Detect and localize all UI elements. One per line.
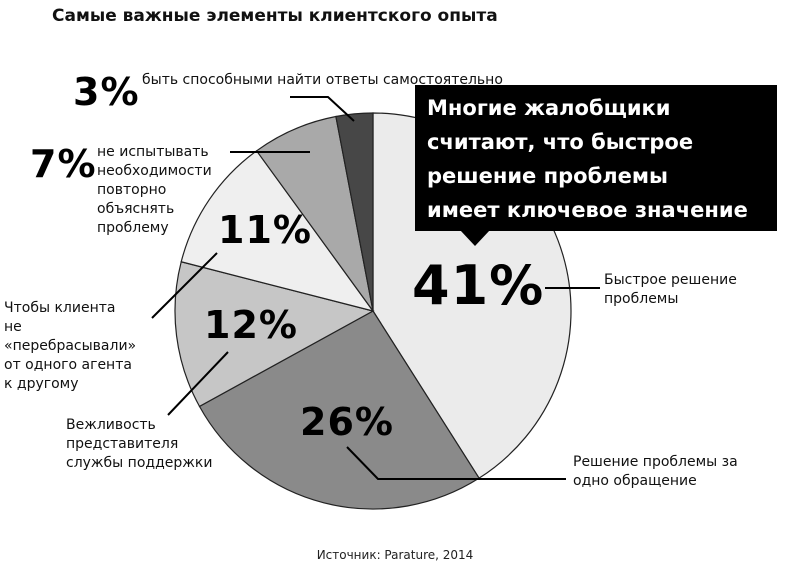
chart-title: Самые важные элементы клиентского опыта xyxy=(52,6,498,26)
source-note: Источник: Parature, 2014 xyxy=(316,548,474,562)
slice-label-26: Решение проблемы за одно обращение xyxy=(573,454,738,489)
leader-lines xyxy=(151,96,600,480)
value-label-12: 12% xyxy=(204,303,298,347)
slice-label-41: Быстрое решение проблемы xyxy=(604,272,737,307)
value-label-11: 11% xyxy=(218,208,312,252)
pie-slice-3 xyxy=(335,112,374,312)
slice-label-3: быть способными найти ответы самостоятел… xyxy=(142,72,503,88)
value-label-7: 7% xyxy=(30,142,97,186)
slice-label-7: не испытывать необходимости повторно объ… xyxy=(97,144,212,236)
value-label-26: 26% xyxy=(300,400,394,444)
pie-slice-26 xyxy=(198,310,480,510)
leader-line-12 xyxy=(167,351,229,416)
leader-line-26 xyxy=(346,446,566,480)
pie-slice-12 xyxy=(174,261,375,408)
leader-line-3 xyxy=(290,96,355,122)
pie-slice-11 xyxy=(180,149,375,312)
slice-label-11: Чтобы клиента не «перебрасывали» от одно… xyxy=(4,300,137,392)
callout-box: Многие жалобщики считают, что быстрое ре… xyxy=(415,85,777,231)
slice-label-12: Вежливость представителя службы поддержк… xyxy=(66,417,213,471)
leader-line-11 xyxy=(151,252,218,319)
value-label-41: 41% xyxy=(412,254,545,317)
value-label-3: 3% xyxy=(73,70,140,114)
